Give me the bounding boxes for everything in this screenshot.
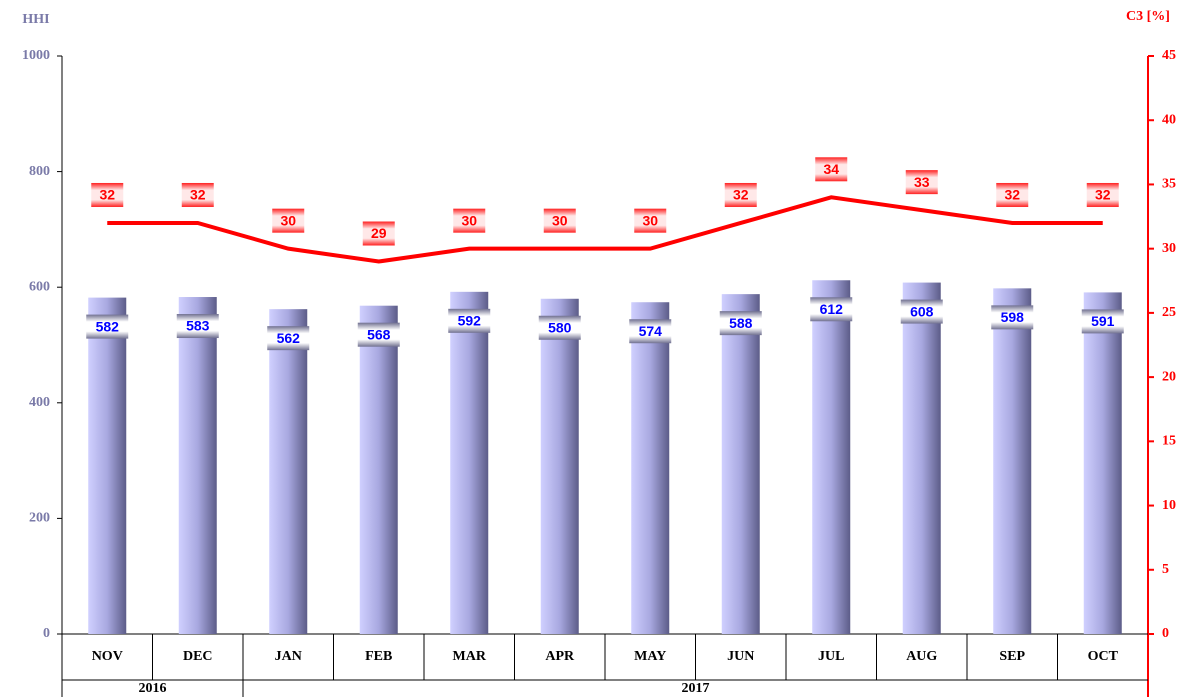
bar [359,305,398,634]
value-label: 34 [823,161,839,177]
y-tick-label: 400 [29,395,50,410]
value-label-box [453,208,486,233]
value-label-box [810,297,853,322]
bar [178,297,217,634]
x-tick-label: APR [545,649,575,664]
value-label: 588 [729,315,753,331]
value-label: 30 [280,212,296,228]
y2-axis-title: C3 [%] [1126,9,1170,24]
bar [269,309,308,634]
value-label-box [815,157,848,182]
year-label: 2017 [682,681,710,696]
y2-tick-label: 10 [1162,498,1176,513]
y-tick-label: 600 [29,279,50,294]
value-label: 583 [186,318,210,334]
value-label-box [629,319,672,344]
y-tick-label: 200 [29,511,50,526]
y-axis-title: HHI [22,12,49,27]
value-label: 32 [733,187,749,203]
value-label-box [362,221,395,246]
bar [88,297,127,634]
y2-tick-label: 5 [1162,562,1169,577]
value-label: 574 [639,323,663,339]
line [107,195,1103,264]
value-label-box [719,311,762,336]
y-tick-label: 1000 [22,48,50,63]
value-label: 562 [277,330,301,346]
value-label-box [538,315,581,340]
bar [902,282,941,634]
value-label-box [448,308,491,333]
value-label-box [1081,309,1124,334]
bar [812,280,851,634]
value-label-box [905,170,938,195]
value-label-box [724,182,757,207]
value-label-box [357,322,400,347]
y-tick-label: 0 [43,626,50,641]
x-tick-label: OCT [1088,649,1119,664]
value-label-box [543,208,576,233]
x-tick-label: AUG [906,649,937,664]
value-label: 582 [96,318,120,334]
x-tick-label: JUL [818,649,844,664]
value-label: 568 [367,326,391,342]
value-label-box [900,299,943,324]
value-label-box [272,208,305,233]
y-tick-label: 800 [29,164,50,179]
y2-tick-label: 25 [1162,305,1176,320]
value-label: 608 [910,303,934,319]
value-label-box [86,314,129,339]
bar [540,298,579,634]
y2-tick-label: 20 [1162,369,1176,384]
value-label-box [91,182,124,207]
y2-tick-label: 45 [1162,48,1176,63]
x-tick-label: NOV [92,649,123,664]
bar [1083,292,1122,634]
x-tick-label: FEB [365,649,392,664]
y2-tick-label: 15 [1162,434,1176,449]
value-label: 30 [642,212,658,228]
value-label: 32 [190,187,206,203]
value-label-box [181,182,214,207]
value-label: 580 [548,319,572,335]
value-label: 592 [458,313,482,329]
value-label-box [267,326,310,351]
value-label: 32 [99,187,115,203]
value-label-box [991,305,1034,330]
value-label: 612 [820,301,844,317]
value-label-box [996,182,1029,207]
y2-tick-label: 40 [1162,112,1176,127]
value-label: 32 [1004,187,1020,203]
x-tick-label: JAN [275,649,302,664]
x-tick-label: MAY [634,649,666,664]
x-tick-label: JUN [727,649,754,664]
value-label: 29 [371,225,387,241]
x-tick-label: MAR [453,649,487,664]
value-label: 30 [461,212,477,228]
year-label: 2016 [139,681,167,696]
y2-tick-label: 0 [1162,626,1169,641]
value-label-box [1086,182,1119,207]
value-label: 591 [1091,313,1115,329]
y2-tick-label: 35 [1162,177,1176,192]
bar [993,288,1032,634]
value-label: 32 [1095,187,1111,203]
value-label-box [176,314,219,339]
y2-tick-label: 30 [1162,241,1176,256]
x-tick-label: DEC [183,649,213,664]
bar [631,302,670,634]
bar [450,291,489,634]
value-label-box [634,208,667,233]
bar [721,294,760,634]
value-label: 30 [552,212,568,228]
x-tick-label: SEP [999,649,1025,664]
value-label: 598 [1001,309,1025,325]
value-label: 33 [914,174,930,190]
